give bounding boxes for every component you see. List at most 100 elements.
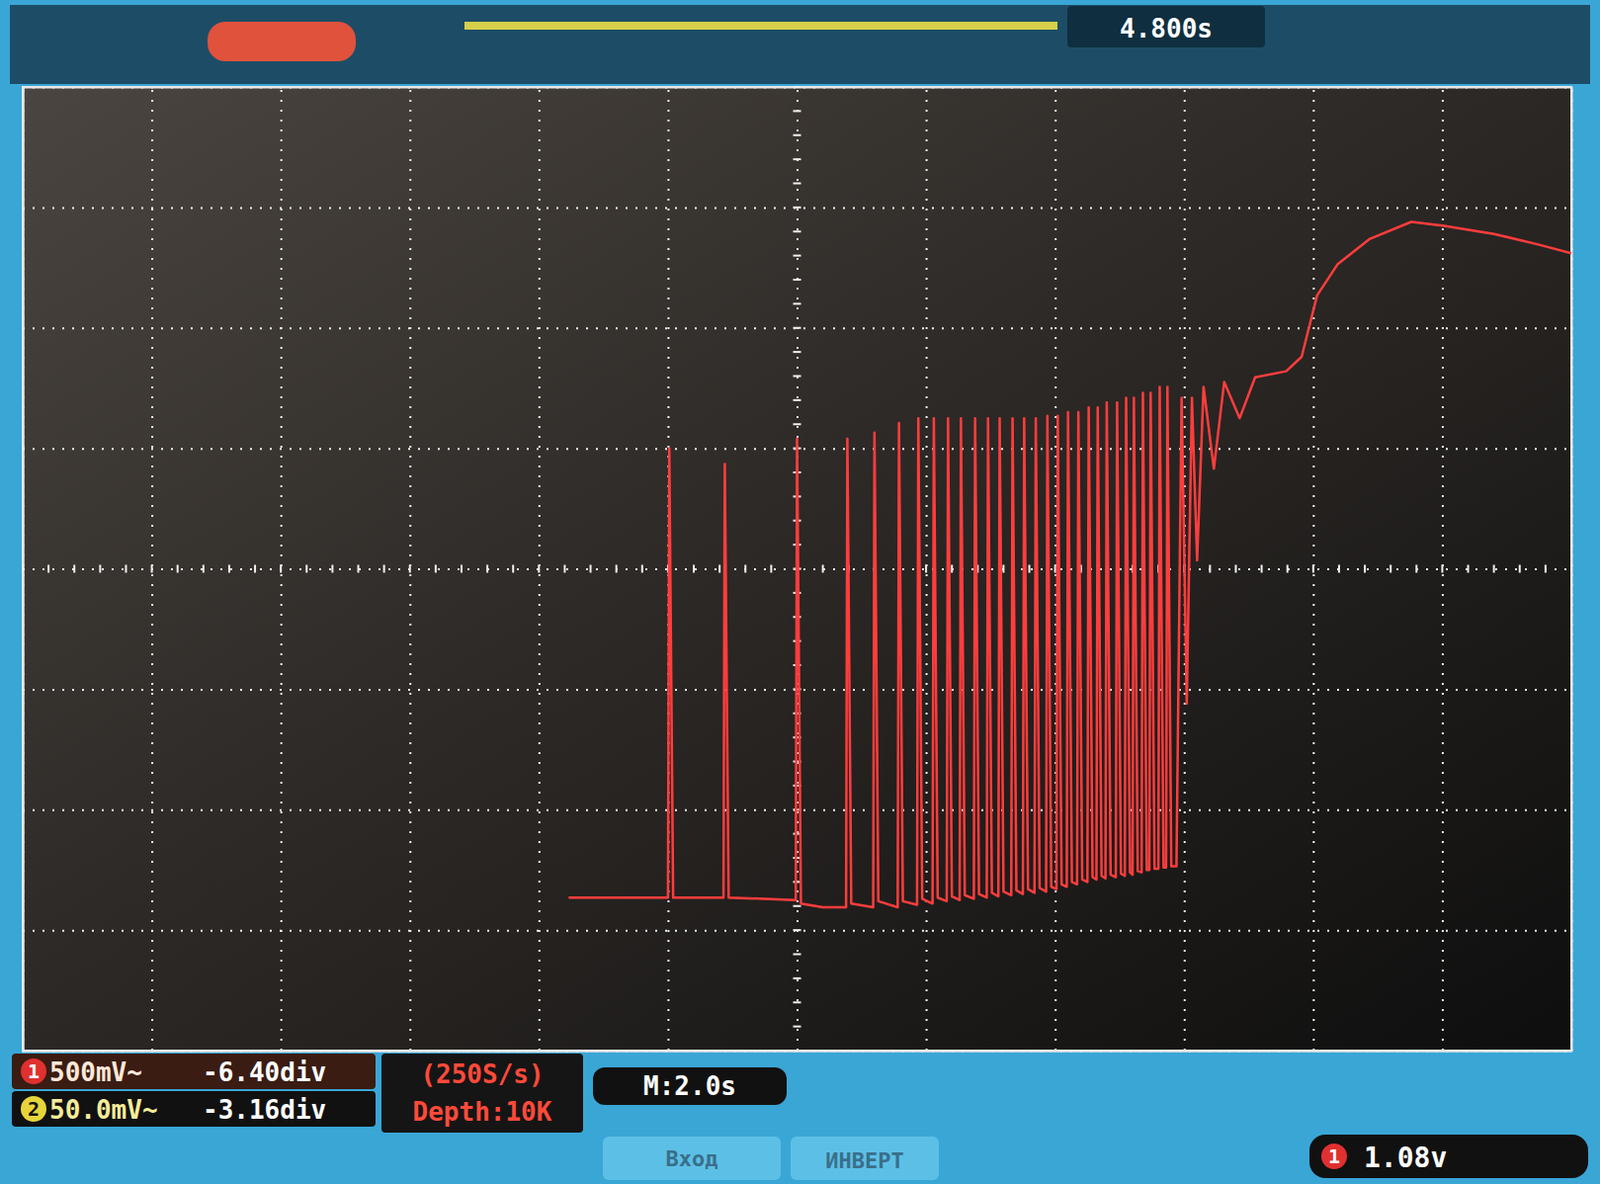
annotation: 2 <box>27 1096 40 1121</box>
trigger-box <box>1309 1134 1589 1179</box>
plot <box>22 86 1573 1052</box>
annotation: 4.800s <box>1119 13 1213 44</box>
minor-tick <box>124 565 127 574</box>
minor-tick <box>1054 565 1057 574</box>
minor-tick <box>409 565 412 574</box>
tick <box>1313 86 1315 1051</box>
ch1-box <box>11 1053 376 1090</box>
soft-key <box>790 1136 939 1180</box>
minor-tick <box>793 182 802 185</box>
minor-tick <box>793 230 802 233</box>
scope-photo: 4.800s1500mV~-6.40div250.0mV~-3.16div(25… <box>0 0 1600 1184</box>
annotation: (250S/s) <box>420 1059 544 1090</box>
grid-line <box>22 327 1572 330</box>
minor-tick <box>793 1001 802 1004</box>
minor-tick <box>511 565 514 574</box>
annotation: 1.08v <box>1363 1141 1447 1175</box>
minor-tick <box>486 565 489 574</box>
tick <box>538 86 540 1051</box>
x-axis <box>23 86 1573 1052</box>
minor-tick <box>1261 565 1264 574</box>
minor-tick <box>718 565 721 574</box>
minor-tick <box>1518 565 1521 574</box>
minor-tick <box>383 565 386 574</box>
bezel <box>0 0 1600 1184</box>
minor-tick <box>793 206 802 209</box>
grid-line <box>22 206 1572 209</box>
minor-tick <box>793 158 802 161</box>
frame <box>22 86 1572 1051</box>
minor-tick <box>793 953 802 956</box>
grid-line <box>1312 86 1315 1051</box>
grid-line <box>538 86 541 1051</box>
minor-tick <box>1389 565 1392 574</box>
trace-group <box>568 222 1572 908</box>
minor-tick <box>793 85 802 88</box>
minor-tick <box>793 375 802 378</box>
tick <box>926 86 927 1051</box>
channel-badge <box>1321 1143 1348 1170</box>
minor-tick <box>228 565 231 574</box>
minor-tick <box>793 928 802 931</box>
minor-tick <box>305 565 308 574</box>
minor-tick <box>793 1049 802 1052</box>
axis-line <box>23 87 1573 1052</box>
minor-tick <box>176 565 179 574</box>
minor-tick <box>793 254 802 257</box>
annotation: 500mV~ <box>49 1057 143 1088</box>
minor-tick <box>1415 565 1418 574</box>
minor-tick <box>202 565 205 574</box>
minor-tick <box>434 565 437 574</box>
minor-tick <box>1338 565 1341 574</box>
minor-tick <box>744 565 747 574</box>
tick <box>1441 86 1443 1051</box>
grid-line <box>22 929 1572 932</box>
minor-tick <box>151 565 154 574</box>
annotation: ИНВЕРТ <box>825 1148 904 1174</box>
annotation: -6.40div <box>202 1057 327 1088</box>
annotation: 1 <box>27 1059 40 1084</box>
annotation: 1 <box>1328 1144 1341 1169</box>
annotation: Depth:10K <box>413 1096 553 1127</box>
minor-tick <box>950 565 953 574</box>
minor-tick <box>1286 565 1289 574</box>
annotation: Вход <box>666 1146 719 1172</box>
minor-tick <box>822 565 825 574</box>
minor-tick <box>793 399 802 402</box>
minor-tick <box>793 422 802 425</box>
tick <box>22 328 1572 330</box>
minor-tick <box>1467 565 1470 574</box>
minor-tick <box>793 134 802 137</box>
minor-tick <box>357 565 360 574</box>
tick <box>22 207 1572 209</box>
minor-tick <box>589 565 592 574</box>
grid-line <box>409 86 412 1051</box>
tick <box>22 929 1572 931</box>
rate-box <box>381 1053 584 1133</box>
minor-tick <box>793 350 802 353</box>
annotation: 50.0mV~ <box>49 1094 159 1125</box>
minor-tick <box>460 565 463 574</box>
minor-tick <box>793 977 802 980</box>
grid-line <box>280 86 283 1051</box>
minor-tick <box>692 565 695 574</box>
soft-key <box>602 1136 781 1180</box>
minor-tick <box>793 302 802 305</box>
run-button <box>207 21 356 62</box>
minor-tick <box>1363 565 1366 574</box>
minor-tick <box>279 565 282 574</box>
minor-tick <box>98 565 101 574</box>
channel-badge <box>20 1095 47 1122</box>
minor-tick <box>793 327 802 330</box>
minor-tick <box>1440 565 1443 574</box>
tick <box>1055 86 1057 1051</box>
minor-tick <box>1493 565 1496 574</box>
minor-tick <box>1234 565 1237 574</box>
channel-badge <box>20 1058 47 1085</box>
minor-tick <box>1028 565 1031 574</box>
minor-tick <box>1208 565 1211 574</box>
minor-tick <box>1312 565 1315 574</box>
tick <box>152 86 154 1051</box>
annotation: M:2.0s <box>643 1071 737 1101</box>
minor-tick <box>47 565 50 574</box>
